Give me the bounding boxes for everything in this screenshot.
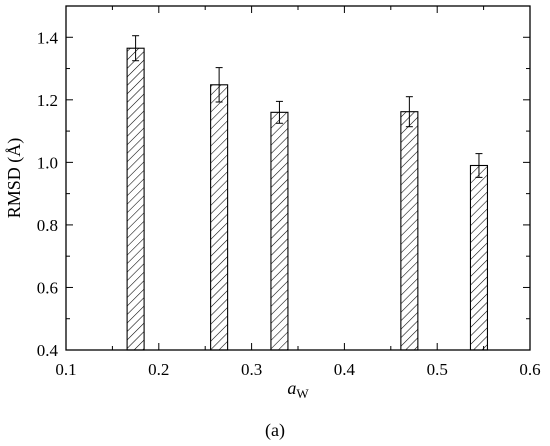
x-tick-label-3: 0.3 <box>241 360 262 379</box>
error-bars-layer <box>132 35 483 178</box>
tick-labels-layer: 0.4 0.6 0.8 1.0 1.2 1.4 0.1 0.2 0.3 0.4 0.5 0.6 <box>37 28 541 379</box>
bar-4 <box>400 111 419 351</box>
bar-2 <box>210 84 229 351</box>
bars-layer <box>126 47 489 351</box>
panel-label: (a) <box>265 420 285 441</box>
x-tick-label-5: 0.5 <box>427 360 448 379</box>
bar-1 <box>126 47 145 351</box>
y-tick-label-6: 1.4 <box>37 28 59 47</box>
error-bar-2 <box>215 67 223 103</box>
error-bar-5 <box>475 153 483 178</box>
error-bar-3 <box>275 100 283 124</box>
y-axis-label: RMSD (Å) <box>4 138 25 219</box>
x-tick-label-6: 0.6 <box>519 360 540 379</box>
x-tick-label-4: 0.4 <box>334 360 356 379</box>
error-bar-4 <box>405 96 413 128</box>
x-tick-label-1: 0.1 <box>55 360 76 379</box>
ticks-layer <box>65 5 531 351</box>
bar-5 <box>469 164 489 351</box>
error-bar-1 <box>132 35 140 62</box>
y-tick-label-2: 0.6 <box>37 278 58 297</box>
y-tick-label-5: 1.2 <box>37 91 58 110</box>
y-tick-label-3: 0.8 <box>37 216 58 235</box>
x-tick-label-2: 0.2 <box>148 360 169 379</box>
bar-3 <box>270 111 289 351</box>
x-axis-label-main: a <box>287 378 296 398</box>
y-tick-label-4: 1.0 <box>37 153 58 172</box>
x-axis-label-subscript: W <box>296 386 309 401</box>
y-tick-label-1: 0.4 <box>37 341 59 360</box>
x-axis-label: aW <box>287 378 309 401</box>
